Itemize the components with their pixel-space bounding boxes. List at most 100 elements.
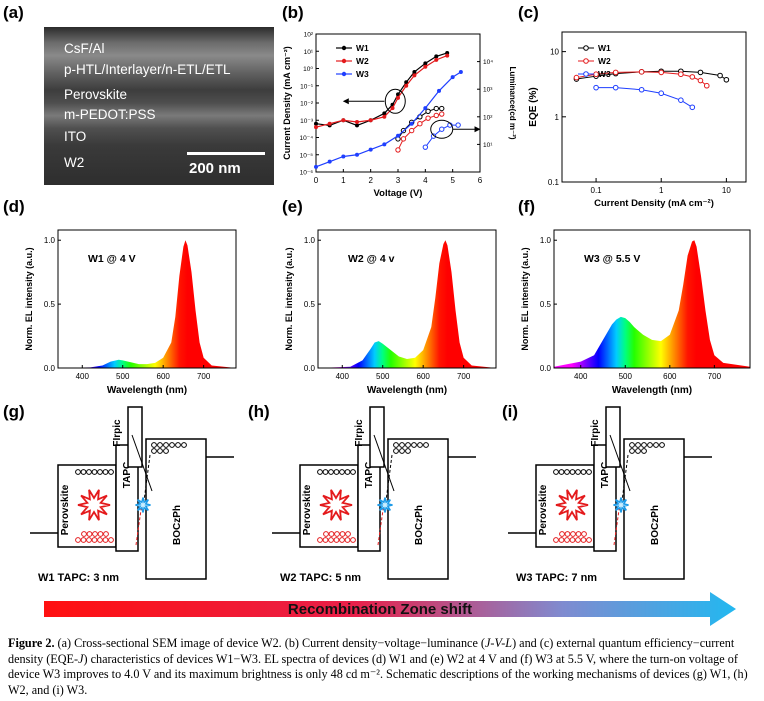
legend-marker-W3 xyxy=(341,71,347,77)
caption-j: J xyxy=(78,651,84,666)
hole xyxy=(344,537,351,543)
hole xyxy=(575,537,581,543)
hole xyxy=(334,531,340,537)
exciton-star xyxy=(77,489,111,521)
legend-label-W1: W1 xyxy=(356,43,369,53)
caption-text-3: ) characteristics of devices W1−W3. EL s… xyxy=(8,651,748,697)
electron xyxy=(333,469,340,475)
eqe-point-W2 xyxy=(678,71,684,78)
exciton-star xyxy=(555,489,589,521)
hole xyxy=(108,537,114,543)
electron xyxy=(393,442,399,448)
eqe-point-W2 xyxy=(638,69,645,75)
current-point-W1 xyxy=(382,111,387,116)
hole xyxy=(97,531,104,537)
electron xyxy=(647,442,653,448)
electron xyxy=(553,469,559,475)
hole xyxy=(323,531,329,537)
current-point-W1 xyxy=(355,123,359,128)
electron xyxy=(405,448,411,454)
hole xyxy=(86,537,92,543)
tapc-label: TAPC xyxy=(364,462,375,488)
boczph-block xyxy=(145,438,207,580)
current-point-W2 xyxy=(390,106,395,111)
current-point-W2 xyxy=(434,57,439,62)
electron xyxy=(564,469,570,475)
eqe-point-W2 xyxy=(658,69,665,76)
x-tick-label: 3 xyxy=(396,176,401,185)
eqe-point-W1 xyxy=(723,76,730,83)
electron xyxy=(411,442,417,448)
chart-el-w3: 400 500 600 700 0.0 0.5 1.0 Wavelength (nm) Norm… xyxy=(520,229,751,396)
plot-frame xyxy=(561,31,747,183)
hole xyxy=(570,531,576,537)
x-tick-label: 400 xyxy=(76,372,90,381)
current-point-W1 xyxy=(434,54,439,59)
eqe-point-W3 xyxy=(638,86,645,93)
eqe-point-W2 xyxy=(573,74,580,81)
hole xyxy=(580,537,587,543)
emission-burst xyxy=(377,497,393,513)
current-point-W3 xyxy=(327,159,332,164)
electron xyxy=(569,469,576,475)
y-tick-label: 10⁻⁴ xyxy=(300,135,314,142)
current-point-W3 xyxy=(341,154,346,159)
eqe-point-W3 xyxy=(593,84,599,91)
diagram-w3: Perovskite TAPC FIrpic BOCzPh W3 TAPC: 7 nm xyxy=(508,406,712,584)
spectrum-label: W3 @ 5.5 V xyxy=(584,253,640,265)
spectrum-label: W1 @ 4 V xyxy=(88,253,136,265)
hole xyxy=(553,537,559,543)
x-tick-label: 1 xyxy=(341,176,346,185)
annotation-ellipse xyxy=(384,88,406,114)
electron xyxy=(344,469,351,475)
sem-device-label: W2 xyxy=(64,155,85,170)
y-tick-label: 0.5 xyxy=(44,300,56,309)
hole-path xyxy=(135,502,143,546)
electron xyxy=(175,442,181,448)
hole xyxy=(581,531,587,537)
current-point-W2 xyxy=(445,53,450,58)
x-tick-label: 600 xyxy=(663,372,677,381)
sem-layer-csf: CsF/Al xyxy=(64,41,105,56)
y-tick-label: 0.5 xyxy=(540,300,552,309)
electron xyxy=(328,469,334,475)
lum-point-W2 xyxy=(425,115,431,121)
y2-tick-label: 10² xyxy=(483,114,493,121)
legend-label-W3: W3 xyxy=(598,69,611,79)
hole xyxy=(350,537,356,543)
electron xyxy=(393,448,399,454)
y-tick-label: 1.0 xyxy=(44,236,56,245)
sem-layer-pedot: m-PEDOT:PSS xyxy=(64,107,156,122)
current-point-W3 xyxy=(382,142,387,147)
current-point-W2 xyxy=(368,118,373,123)
caption-text-2: ) and (c) external quantum efficiency−cu… xyxy=(8,636,735,666)
caption-jvl: J-V-L xyxy=(484,636,513,650)
spectrum-area xyxy=(58,240,236,368)
current-point-W2 xyxy=(412,73,417,78)
spectrum-area xyxy=(554,240,750,368)
x-tick-label: 600 xyxy=(417,372,431,381)
electron xyxy=(169,442,175,448)
spectrum-label: W2 @ 4 v xyxy=(348,253,395,265)
hole xyxy=(558,537,565,543)
boczph-label: BOCzPh xyxy=(172,505,183,545)
x-axis-label: Wavelength (nm) xyxy=(612,385,692,396)
current-point-W2 xyxy=(396,95,400,100)
lum-point-W3 xyxy=(430,133,437,139)
y-tick-label: 10⁻⁵ xyxy=(300,152,314,159)
electron xyxy=(405,442,411,448)
electron xyxy=(423,442,429,448)
current-point-W3 xyxy=(450,75,455,80)
chart-el-w1: 400 500 600 700 0.0 0.5 1.0 Wavelength (nm) Norm… xyxy=(24,229,237,396)
y-tick-label: 10⁻⁶ xyxy=(300,170,314,177)
electron xyxy=(157,448,163,454)
y-tick-label: 10⁰ xyxy=(303,66,313,73)
plot-frame xyxy=(317,229,497,369)
electron xyxy=(157,442,163,448)
lum-point-W2 xyxy=(408,127,415,134)
eqe-point-W3 xyxy=(612,84,619,91)
panel-letter-g: (g) xyxy=(3,402,25,421)
current-point-W2 xyxy=(404,83,409,88)
legend-label-W2: W2 xyxy=(598,56,611,66)
eqe-point-W2 xyxy=(703,82,710,89)
